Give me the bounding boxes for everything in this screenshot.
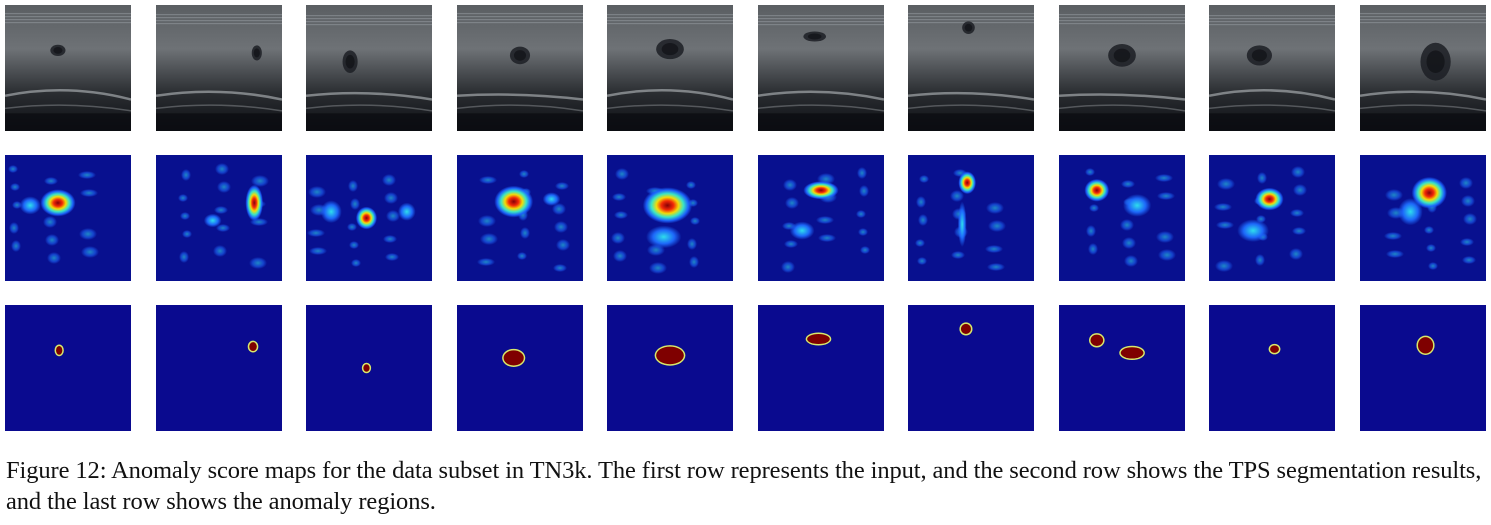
anomaly-region-mask <box>456 305 583 431</box>
anomaly-score-heatmap <box>306 155 432 281</box>
anomaly-region-mask <box>306 305 432 431</box>
ultrasound-image <box>1359 5 1486 131</box>
heatmap-graphic <box>456 155 583 281</box>
heatmap-graphic <box>1058 155 1185 281</box>
ultrasound-image-graphic <box>1209 5 1335 131</box>
ultrasound-image-graphic <box>908 5 1034 131</box>
anomaly-region-mask <box>155 305 282 431</box>
ultrasound-image-graphic <box>456 5 583 131</box>
anomaly-score-heatmap <box>155 155 282 281</box>
ultrasound-image-graphic <box>155 5 282 131</box>
ultrasound-image-graphic <box>757 5 884 131</box>
mask-graphic <box>456 305 583 431</box>
figure-caption: Figure 12: Anomaly score maps for the da… <box>6 457 1482 515</box>
heatmap-graphic <box>155 155 282 281</box>
ultrasound-image <box>908 5 1034 131</box>
mask-graphic <box>757 305 884 431</box>
anomaly-region-mask <box>757 305 884 431</box>
mask-graphic <box>1058 305 1185 431</box>
anomaly-score-heatmap <box>5 155 131 281</box>
mask-graphic <box>155 305 282 431</box>
anomaly-region-mask <box>908 305 1034 431</box>
ultrasound-image-graphic <box>1058 5 1185 131</box>
anomaly-region-mask <box>607 305 733 431</box>
anomaly-score-heatmap <box>757 155 884 281</box>
heatmap-graphic <box>607 155 733 281</box>
anomaly-region-mask <box>1058 305 1185 431</box>
anomaly-region-mask <box>5 305 131 431</box>
anomaly-region-mask <box>1209 305 1335 431</box>
anomaly-score-heatmap <box>1209 155 1335 281</box>
ultrasound-image-graphic <box>607 5 733 131</box>
mask-graphic <box>1209 305 1335 431</box>
mask-graphic <box>607 305 733 431</box>
ultrasound-image <box>757 5 884 131</box>
heatmap-graphic <box>306 155 432 281</box>
ultrasound-image-graphic <box>5 5 131 131</box>
anomaly-score-heatmap <box>607 155 733 281</box>
anomaly-region-mask-row <box>0 305 1491 431</box>
heatmap-graphic <box>757 155 884 281</box>
ultrasound-image <box>306 5 432 131</box>
anomaly-region-mask <box>1359 305 1486 431</box>
ultrasound-image <box>607 5 733 131</box>
heatmap-graphic <box>5 155 131 281</box>
ultrasound-image <box>1209 5 1335 131</box>
anomaly-score-heatmap <box>1058 155 1185 281</box>
heatmap-graphic <box>908 155 1034 281</box>
ultrasound-image-graphic <box>306 5 432 131</box>
ultrasound-image <box>456 5 583 131</box>
anomaly-score-heatmap <box>456 155 583 281</box>
mask-graphic <box>306 305 432 431</box>
anomaly-score-heatmap <box>1359 155 1486 281</box>
mask-graphic <box>1359 305 1486 431</box>
input-ultrasound-row <box>0 5 1491 131</box>
anomaly-score-heatmap <box>908 155 1034 281</box>
mask-graphic <box>908 305 1034 431</box>
heatmap-graphic <box>1359 155 1486 281</box>
ultrasound-image <box>1058 5 1185 131</box>
ultrasound-image <box>5 5 131 131</box>
ultrasound-image <box>155 5 282 131</box>
anomaly-score-map-row <box>0 155 1491 281</box>
heatmap-graphic <box>1209 155 1335 281</box>
mask-graphic <box>5 305 131 431</box>
ultrasound-image-graphic <box>1359 5 1486 131</box>
